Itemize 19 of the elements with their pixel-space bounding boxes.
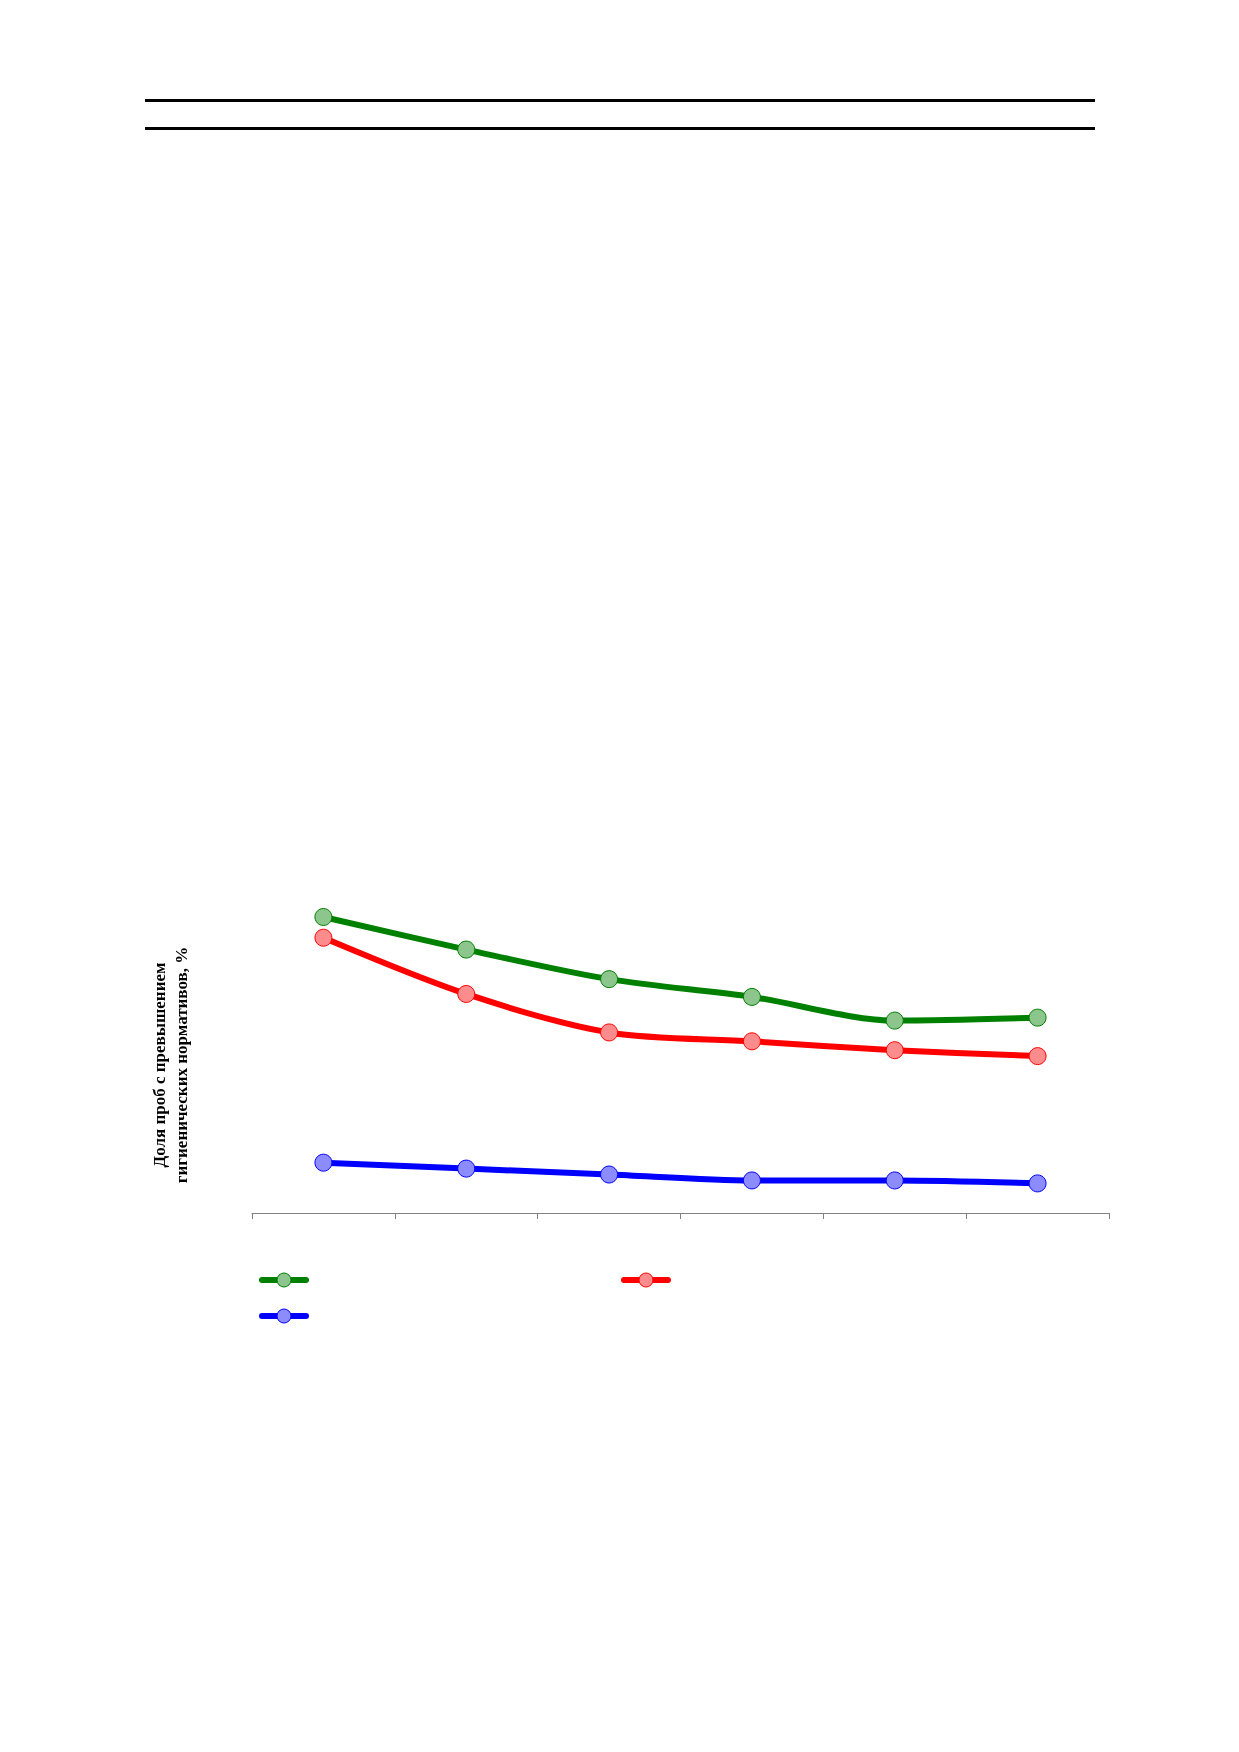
point bbox=[457, 940, 476, 959]
point bbox=[457, 1159, 476, 1178]
point bbox=[885, 1171, 904, 1190]
point bbox=[600, 970, 619, 989]
point bbox=[1028, 1047, 1047, 1066]
point bbox=[314, 928, 333, 947]
point bbox=[457, 984, 476, 1003]
point bbox=[1028, 1008, 1047, 1027]
point bbox=[600, 1023, 619, 1042]
point bbox=[742, 987, 761, 1006]
point bbox=[1028, 1174, 1047, 1193]
point bbox=[885, 1011, 904, 1030]
point bbox=[742, 1032, 761, 1051]
point bbox=[742, 1171, 761, 1190]
point bbox=[314, 1153, 333, 1172]
point bbox=[600, 1165, 619, 1184]
point bbox=[885, 1041, 904, 1060]
point bbox=[314, 908, 333, 926]
y-axis-title: Доля проб с превышением гигиенических нормативов, % bbox=[149, 946, 191, 1184]
